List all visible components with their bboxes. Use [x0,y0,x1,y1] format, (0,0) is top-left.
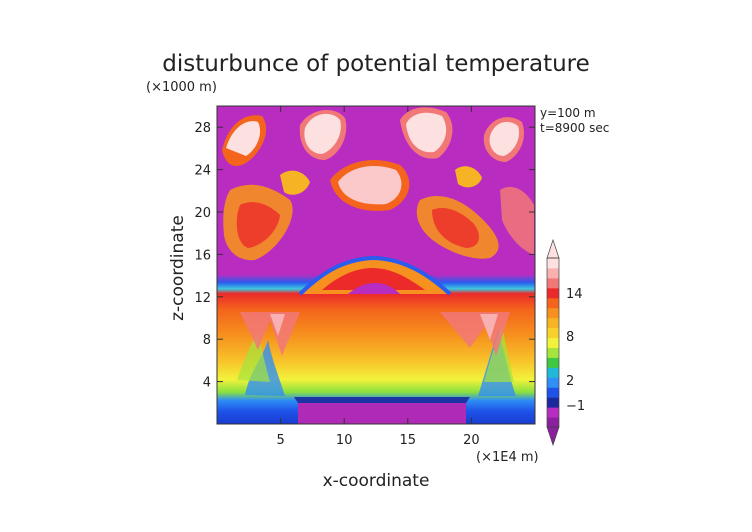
colorbar-max-arrow [546,238,560,259]
colorbar-min-arrow [546,426,560,447]
x-unit-label: (×1E4 m) [476,450,539,465]
colorbar-swatch [547,357,559,368]
chart-title: disturbunce of potential temperature [162,51,590,77]
y-tick-label: 28 [194,121,211,136]
colorbar-swatch [547,267,559,279]
annotation-t: t=8900 sec [540,121,609,135]
colorbar-swatch [547,277,559,289]
y-tick-label: 4 [203,376,211,391]
y-tick-label: 16 [194,248,211,263]
colorbar-label: 14 [566,287,583,302]
colorbar-swatch [547,307,559,319]
plot-frame [216,105,536,425]
y-tick-label: 8 [203,333,211,348]
colorbar-swatch [547,327,559,339]
colorbar-swatch [547,387,559,398]
x-axis-label: x-coordinate [323,471,430,491]
colorbar-swatch [547,397,559,408]
y-axis-label: z-coordinate [168,215,188,321]
colorbar-swatch [547,297,559,309]
y-tick-label: 20 [194,206,211,221]
colorbar-swatch [547,417,559,428]
x-tick-label: 5 [276,433,284,448]
y-tick-label: 24 [194,164,211,179]
heatmap-field [217,106,535,424]
colorbar-label: 2 [566,374,574,389]
y-tick-label: 12 [194,291,211,306]
cold-pool [298,403,466,424]
x-tick-label: 10 [336,433,353,448]
upper-warm-cells [222,107,534,261]
colorbar-swatch [547,377,559,388]
x-tick-label: 20 [463,433,480,448]
y-unit-label: (×1000 m) [146,80,217,95]
colorbar-label: −1 [566,399,585,414]
colorbar: 14 8 2 −1 [546,238,585,447]
colorbar-swatch [547,347,559,358]
colorbar-frame [546,257,560,428]
y-axis: 4 8 12 16 20 24 28 [194,121,535,391]
colorbar-label: 8 [566,330,574,345]
colorbar-swatch [547,287,559,299]
colorbar-swatch [547,258,559,269]
annotation-y: y=100 m [540,106,596,120]
colorbar-swatch [547,317,559,329]
x-axis: 5 10 15 20 [276,106,480,448]
colorbar-swatch [547,407,559,418]
colorbar-swatch [547,337,559,348]
colorbar-swatch [547,367,559,378]
x-tick-label: 15 [400,433,417,448]
